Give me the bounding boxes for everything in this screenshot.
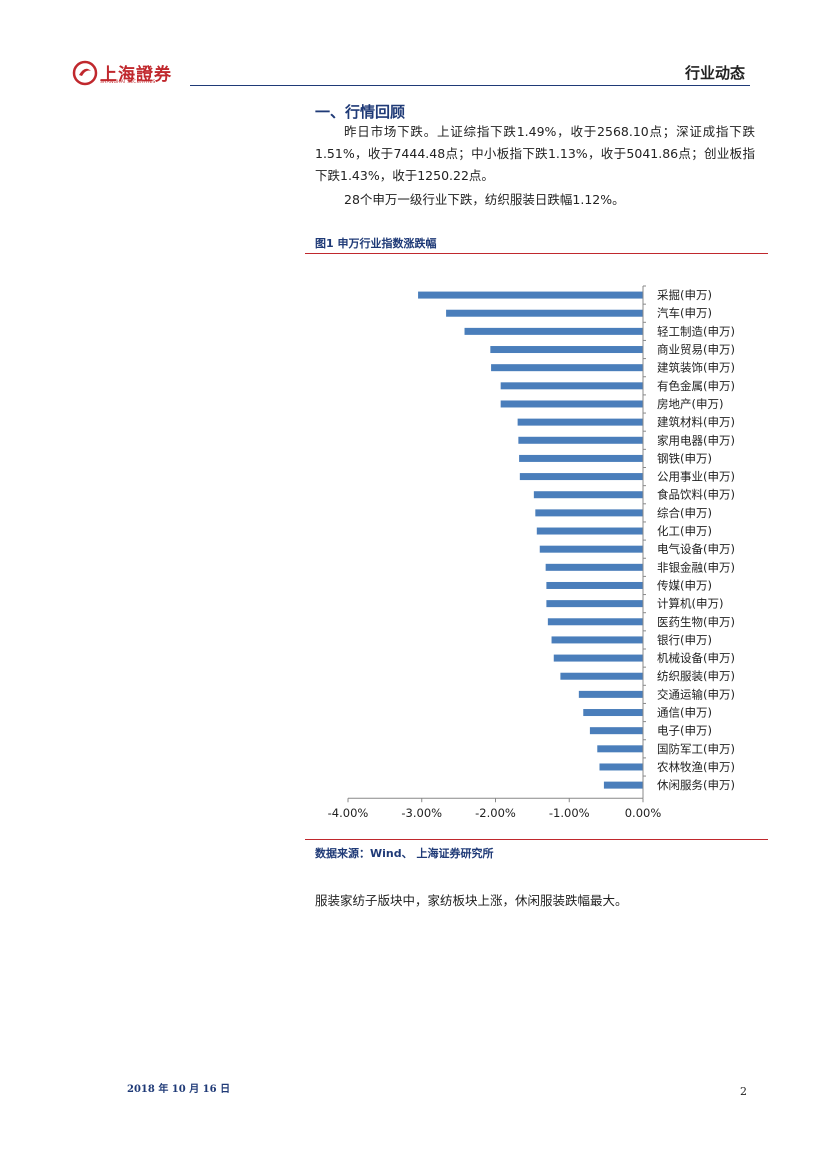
category-label: 汽车(申万) <box>657 306 712 320</box>
category-label: 家用电器(申万) <box>657 433 735 447</box>
category-label: 机械设备(申万) <box>657 651 735 665</box>
x-tick-label: 0.00% <box>625 806 662 820</box>
bar-12 <box>535 509 643 517</box>
category-label: 银行(申万) <box>657 633 712 647</box>
header-divider <box>190 85 750 86</box>
bar-26 <box>599 763 643 771</box>
category-label: 房地产(申万) <box>657 397 723 411</box>
bar-23 <box>583 709 643 717</box>
bar-21 <box>560 672 643 680</box>
category-label: 轻工制造(申万) <box>657 324 735 338</box>
bar-13 <box>536 527 643 535</box>
bar-6 <box>500 400 643 408</box>
x-tick-label: -2.00% <box>475 806 516 820</box>
logo-text: 上海證券 <box>100 65 172 85</box>
category-label: 综合(申万) <box>657 506 712 520</box>
bar-18 <box>547 618 643 626</box>
category-label: 非银金融(申万) <box>657 560 735 574</box>
apparel-summary-paragraph: 服装家纺子版块中，家纺板块上涨，休闲服装跌幅最大。 <box>315 893 628 908</box>
bar-19 <box>551 636 643 644</box>
header-title: 行业动态 <box>684 64 745 82</box>
bar-14 <box>539 545 643 553</box>
category-label: 建筑材料(申万) <box>657 415 735 429</box>
bar-16 <box>546 581 643 589</box>
category-label: 建筑装饰(申万) <box>657 361 735 375</box>
category-label: 农林牧渔(申万) <box>657 760 735 774</box>
category-label: 公用事业(申万) <box>657 470 735 484</box>
figure-top-rule <box>305 253 768 254</box>
figure-bottom-rule <box>305 839 768 840</box>
bar-3 <box>490 346 643 354</box>
category-label: 国防军工(申万) <box>657 742 735 756</box>
category-label: 化工(申万) <box>657 524 712 538</box>
category-label: 交通运输(申万) <box>657 687 735 701</box>
x-tick-label: -4.00% <box>328 806 369 820</box>
logo-emblem-icon <box>72 60 98 86</box>
data-source: 数据来源：Wind、 上海证券研究所 <box>315 847 494 860</box>
bar-4 <box>491 364 643 372</box>
category-label: 商业贸易(申万) <box>657 343 735 357</box>
bar-11 <box>533 491 643 499</box>
category-label: 休闲服务(申万) <box>657 778 735 792</box>
category-label: 通信(申万) <box>657 706 712 720</box>
category-label: 医药生物(申万) <box>657 615 735 629</box>
x-tick-label: -3.00% <box>401 806 442 820</box>
section-title: 一、行情回顾 <box>315 103 406 121</box>
bar-25 <box>597 745 643 753</box>
category-label: 计算机(申万) <box>657 597 723 611</box>
bar-24 <box>589 727 643 735</box>
company-logo: 上海證券 SHANGHAI SECURITIES <box>72 58 192 90</box>
category-label: 有色金属(申万) <box>657 379 735 393</box>
category-label: 食品饮料(申万) <box>657 488 735 502</box>
bar-8 <box>518 436 643 444</box>
bar-7 <box>517 418 643 426</box>
bar-2 <box>464 327 643 335</box>
industry-summary-paragraph: 28个申万一级行业下跌，纺织服装日跌幅1.12%。 <box>344 192 625 207</box>
bar-15 <box>545 563 643 571</box>
x-tick-label: -1.00% <box>549 806 590 820</box>
bar-20 <box>553 654 643 662</box>
category-label: 电气设备(申万) <box>657 542 735 556</box>
bar-27 <box>603 781 643 789</box>
bar-1 <box>446 309 643 317</box>
market-review-paragraph: 昨日市场下跌。上证综指下跌1.49%，收于2568.10点；深证成指下跌1.51… <box>315 124 755 183</box>
category-label: 电子(申万) <box>657 724 712 738</box>
bar-5 <box>500 382 643 390</box>
category-label: 采掘(申万) <box>657 288 712 302</box>
category-label: 纺织服装(申万) <box>657 669 735 683</box>
bar-10 <box>519 473 643 481</box>
category-label: 钢铁(申万) <box>657 451 712 465</box>
bar-22 <box>578 690 643 698</box>
logo-subtext: SHANGHAI SECURITIES <box>100 80 156 85</box>
industry-change-chart: 采掘(申万) 汽车(申万) 轻工制造(申万) 商业贸易(申万) 建筑装饰(申万) 有色金属… <box>305 280 768 830</box>
page-number: 2 <box>740 1085 747 1098</box>
bar-9 <box>519 454 643 462</box>
bar-0 <box>418 291 643 299</box>
category-label: 传媒(申万) <box>657 578 712 592</box>
footer-date: 2018 年 10 月 16 日 <box>127 1084 231 1095</box>
bar-17 <box>546 600 643 608</box>
figure-title: 图1 申万行业指数涨跌幅 <box>315 237 437 250</box>
